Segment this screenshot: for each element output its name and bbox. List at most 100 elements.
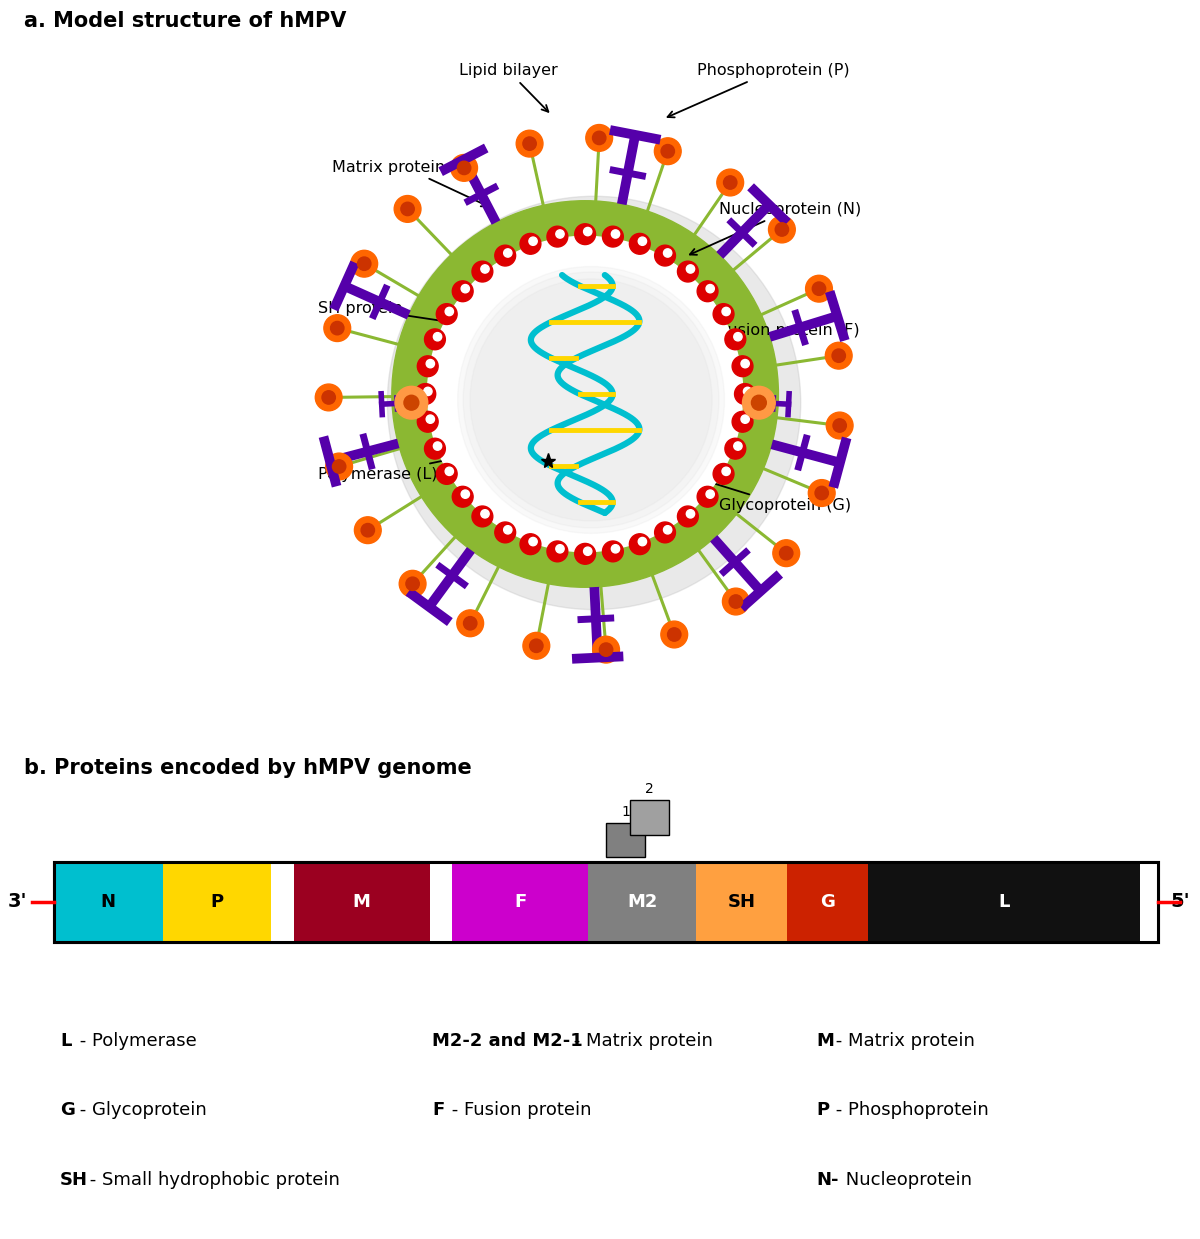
- Text: SH protein: SH protein: [318, 301, 454, 325]
- Bar: [588, 862, 696, 942]
- Text: Lipid bilayer: Lipid bilayer: [458, 63, 558, 112]
- Circle shape: [602, 227, 623, 247]
- Text: P: P: [210, 893, 223, 911]
- Circle shape: [586, 125, 612, 151]
- Circle shape: [732, 411, 752, 432]
- Circle shape: [394, 196, 421, 222]
- Text: - Glycoprotein: - Glycoprotein: [74, 1101, 206, 1119]
- Text: F: F: [432, 1101, 444, 1119]
- Text: L: L: [60, 1032, 71, 1049]
- Circle shape: [773, 540, 799, 566]
- Bar: [54, 862, 1158, 942]
- Text: G: G: [60, 1101, 74, 1119]
- Circle shape: [686, 265, 695, 273]
- Circle shape: [472, 506, 493, 527]
- Circle shape: [575, 544, 595, 564]
- Circle shape: [395, 387, 427, 419]
- Circle shape: [433, 442, 442, 450]
- Bar: [696, 862, 787, 942]
- Circle shape: [664, 249, 672, 258]
- Bar: [54, 862, 1158, 942]
- Text: P: P: [816, 1101, 829, 1119]
- Circle shape: [350, 250, 378, 278]
- Text: G: G: [821, 893, 835, 911]
- Text: L: L: [998, 893, 1010, 911]
- Circle shape: [713, 463, 734, 484]
- Circle shape: [494, 245, 516, 266]
- Circle shape: [358, 256, 371, 270]
- Circle shape: [722, 467, 731, 476]
- Circle shape: [529, 639, 544, 653]
- Circle shape: [593, 637, 619, 663]
- Circle shape: [722, 589, 749, 615]
- Circle shape: [815, 487, 828, 499]
- Circle shape: [445, 307, 454, 316]
- Circle shape: [523, 138, 536, 150]
- Circle shape: [686, 509, 695, 518]
- Bar: [1140, 862, 1158, 942]
- Circle shape: [425, 439, 445, 460]
- Circle shape: [481, 509, 490, 518]
- Circle shape: [556, 545, 564, 553]
- Text: - Polymerase: - Polymerase: [74, 1032, 197, 1049]
- Text: M: M: [816, 1032, 834, 1049]
- Text: - Fusion protein: - Fusion protein: [446, 1101, 592, 1119]
- Bar: [630, 800, 668, 835]
- Circle shape: [602, 541, 623, 561]
- Text: Matrix protein (M): Matrix protein (M): [332, 160, 488, 207]
- Text: 5': 5': [1170, 892, 1189, 912]
- Circle shape: [415, 384, 436, 404]
- Circle shape: [661, 145, 674, 157]
- Circle shape: [452, 281, 473, 301]
- Circle shape: [768, 216, 796, 243]
- Circle shape: [332, 460, 346, 473]
- Text: SH: SH: [727, 893, 756, 911]
- Circle shape: [751, 395, 767, 410]
- Bar: [869, 862, 1140, 942]
- Circle shape: [611, 229, 619, 238]
- Circle shape: [529, 237, 538, 245]
- Circle shape: [437, 304, 457, 325]
- Circle shape: [733, 332, 742, 341]
- Text: M2-2 and M2-1: M2-2 and M2-1: [432, 1032, 583, 1049]
- Text: Fusion protein (F): Fusion protein (F): [697, 323, 859, 338]
- Circle shape: [401, 202, 414, 216]
- Circle shape: [494, 522, 516, 543]
- Circle shape: [481, 265, 490, 273]
- Circle shape: [734, 384, 755, 404]
- Circle shape: [547, 541, 568, 561]
- Circle shape: [743, 387, 775, 419]
- Circle shape: [461, 285, 469, 292]
- Circle shape: [826, 342, 852, 369]
- Circle shape: [629, 233, 650, 254]
- Text: Nucleoprotein (N): Nucleoprotein (N): [690, 202, 862, 255]
- Circle shape: [316, 384, 342, 411]
- Text: 3': 3': [8, 892, 28, 912]
- Circle shape: [611, 545, 619, 553]
- Text: 2: 2: [646, 783, 654, 797]
- Circle shape: [451, 155, 478, 181]
- Circle shape: [809, 479, 835, 507]
- Circle shape: [667, 628, 680, 642]
- Circle shape: [461, 489, 469, 498]
- Bar: [452, 862, 588, 942]
- Circle shape: [575, 224, 595, 244]
- Circle shape: [330, 321, 344, 335]
- Text: b. Proteins encoded by hMPV genome: b. Proteins encoded by hMPV genome: [24, 758, 472, 778]
- Circle shape: [706, 489, 714, 498]
- Bar: [787, 862, 869, 942]
- Circle shape: [418, 356, 438, 377]
- Bar: [294, 862, 430, 942]
- Circle shape: [325, 453, 353, 479]
- Text: - Small hydrophobic protein: - Small hydrophobic protein: [84, 1171, 340, 1188]
- Circle shape: [740, 415, 749, 424]
- Circle shape: [523, 632, 550, 659]
- Circle shape: [354, 517, 382, 544]
- Circle shape: [655, 522, 676, 543]
- Circle shape: [805, 275, 833, 302]
- Bar: [430, 862, 452, 942]
- Circle shape: [716, 170, 744, 196]
- Circle shape: [725, 439, 745, 460]
- Circle shape: [463, 617, 476, 629]
- Circle shape: [713, 304, 734, 325]
